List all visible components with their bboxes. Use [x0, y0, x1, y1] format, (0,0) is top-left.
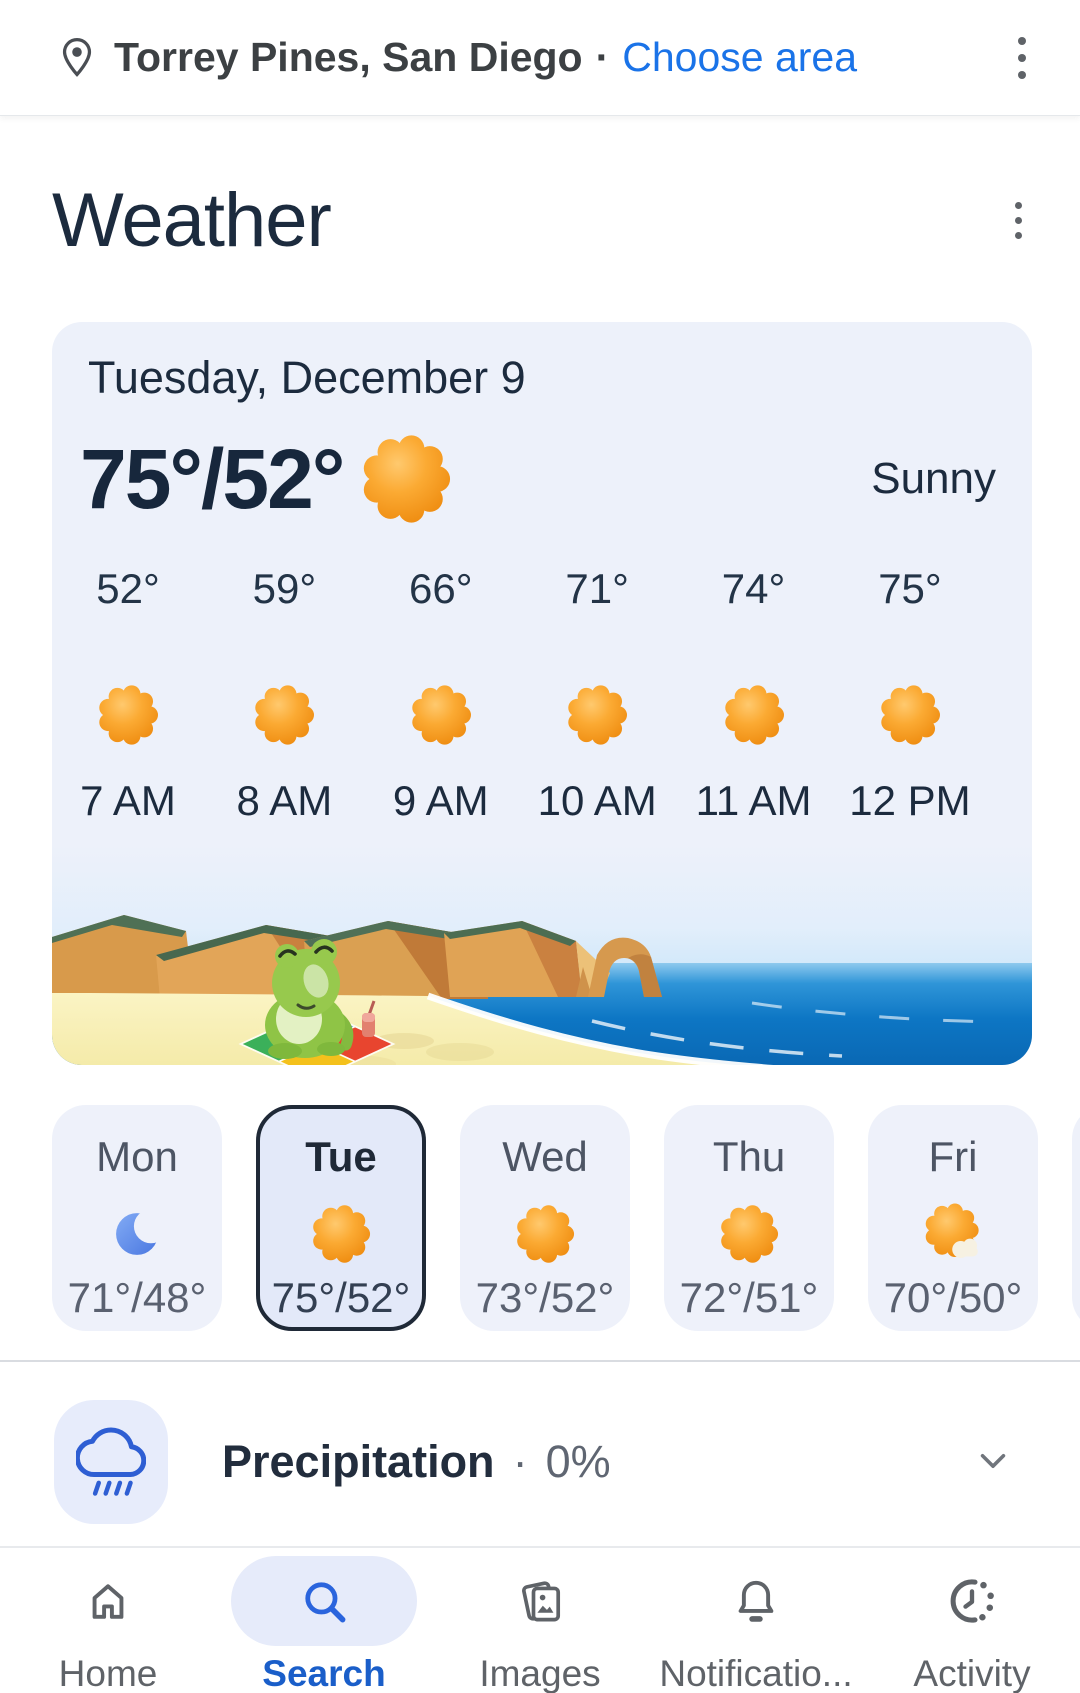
chevron-down-icon[interactable] — [970, 1439, 1016, 1485]
daily-forecast: Mon 71°/48° Tue 75°/52° Wed 73°/52° Thu … — [52, 1105, 1080, 1331]
nav-item-search[interactable]: Search — [216, 1548, 432, 1693]
precipitation-separator: · — [512, 1436, 528, 1487]
sun-icon — [721, 1205, 779, 1263]
location-separator: · — [595, 34, 610, 80]
hourly-temp: 52° — [96, 565, 160, 612]
shore-foam — [426, 992, 774, 1065]
day-chip-tue-selected[interactable]: Tue 75°/52° — [256, 1105, 426, 1331]
current-conditions-row: 75°/52° Sunny — [80, 412, 996, 546]
top-bar-menu-button[interactable] — [1008, 29, 1036, 87]
images-icon — [522, 1581, 561, 1622]
hourly-item: 74° 11 AM — [688, 565, 820, 825]
nav-item-activity[interactable]: Activity — [864, 1548, 1080, 1693]
sun-with-cloud-icon — [925, 1203, 979, 1259]
sea-arch-rock — [576, 937, 662, 997]
day-temps: 75°/52° — [271, 1274, 411, 1321]
page-title: Weather — [52, 177, 332, 263]
hourly-temp: 66° — [409, 565, 473, 612]
day-temps: 70°/50° — [883, 1274, 1023, 1321]
day-label: Wed — [502, 1133, 588, 1180]
high-low-temperature: 75°/52° — [80, 431, 345, 526]
day-chip-mon[interactable]: Mon 71°/48° — [52, 1105, 222, 1331]
hourly-item: 59° 8 AM — [218, 565, 350, 825]
sun-icon — [255, 685, 315, 745]
choose-area-link[interactable]: Choose area — [622, 34, 858, 80]
hourly-forecast: 52° 7 AM 59° 8 AM 66° 9 AM 71° 10 AM 74° — [52, 565, 1032, 825]
bell-icon — [738, 1580, 774, 1622]
location-label: Torrey Pines, San Diego — [114, 34, 583, 80]
sun-icon — [881, 685, 940, 745]
day-label: Fri — [928, 1133, 978, 1180]
nav-label-home: Home — [58, 1652, 158, 1693]
home-icon — [92, 1584, 124, 1619]
condition-label: Sunny — [871, 454, 996, 503]
nav-item-home[interactable]: Home — [0, 1548, 216, 1693]
sun-icon — [313, 1205, 371, 1263]
hourly-time: 11 AM — [695, 777, 812, 824]
hourly-item: 66° 9 AM — [375, 565, 507, 825]
sun-icon — [364, 435, 451, 523]
hourly-temp: 74° — [721, 565, 786, 612]
sun-icon — [412, 685, 471, 745]
precipitation-label: Precipitation — [222, 1436, 495, 1487]
location-pin-icon — [62, 37, 92, 77]
search-icon — [305, 1582, 346, 1623]
day-label: Tue — [305, 1133, 377, 1180]
top-bar: Torrey Pines, San Diego · Choose area — [0, 0, 1080, 116]
sun-icon — [517, 1205, 575, 1263]
nav-label-activity: Activity — [913, 1652, 1031, 1693]
hourly-item: 71° 10 AM — [531, 565, 663, 825]
nav-item-notifications[interactable]: Notificatio... — [648, 1548, 864, 1693]
hourly-temp: 75° — [878, 565, 942, 612]
hourly-time: 9 AM — [392, 777, 489, 824]
sun-icon — [724, 685, 784, 745]
sun-icon — [568, 685, 628, 745]
hourly-time: 10 AM — [537, 777, 657, 824]
drink — [362, 1000, 376, 1037]
day-label: Thu — [712, 1133, 786, 1180]
forecast-date: Tuesday, December 9 — [88, 352, 526, 403]
hourly-item: 52° 7 AM — [62, 565, 194, 825]
activity-clock-icon — [950, 1579, 994, 1623]
moon-icon — [116, 1209, 168, 1255]
hourly-item: 75° 12 PM — [844, 565, 976, 825]
hourly-temp: 71° — [565, 565, 629, 612]
nav-item-images[interactable]: Images — [432, 1548, 648, 1693]
weather-card: Tuesday, December 9 75°/52° Sunny 52° 7 … — [52, 322, 1032, 1065]
day-temps: 72°/51° — [679, 1274, 819, 1321]
rain-cloud-icon — [76, 1427, 146, 1496]
frog — [265, 939, 354, 1059]
hourly-time: 7 AM — [80, 777, 176, 824]
nav-label-notifications: Notificatio... — [659, 1652, 853, 1693]
day-chip-partial[interactable] — [1072, 1105, 1080, 1331]
day-chip-thu[interactable]: Thu 72°/51° — [664, 1105, 834, 1331]
day-chip-fri[interactable]: Fri 70°/50° — [868, 1105, 1038, 1331]
bottom-nav: Home Search Im — [0, 1546, 1080, 1693]
nav-label-search: Search — [262, 1652, 386, 1693]
precipitation-row[interactable]: Precipitation · 0% — [54, 1400, 1016, 1524]
section-divider — [0, 1360, 1080, 1362]
beach-sand — [52, 993, 736, 1065]
nav-label-images: Images — [479, 1652, 601, 1693]
precipitation-icon-box — [54, 1400, 168, 1524]
beach-illustration — [52, 845, 1032, 1065]
title-row: Weather — [52, 168, 1032, 272]
hourly-time: 8 AM — [236, 777, 333, 824]
day-chip-wed[interactable]: Wed 73°/52° — [460, 1105, 630, 1331]
day-label: Mon — [96, 1133, 178, 1180]
weather-menu-button[interactable] — [1005, 194, 1032, 247]
precipitation-value: 0% — [545, 1436, 611, 1487]
hourly-time: 12 PM — [849, 777, 971, 824]
search-pill — [231, 1556, 417, 1646]
sun-icon — [99, 685, 158, 745]
day-temps: 71°/48° — [67, 1274, 207, 1321]
hourly-temp: 59° — [252, 565, 317, 612]
day-temps: 73°/52° — [475, 1274, 615, 1321]
